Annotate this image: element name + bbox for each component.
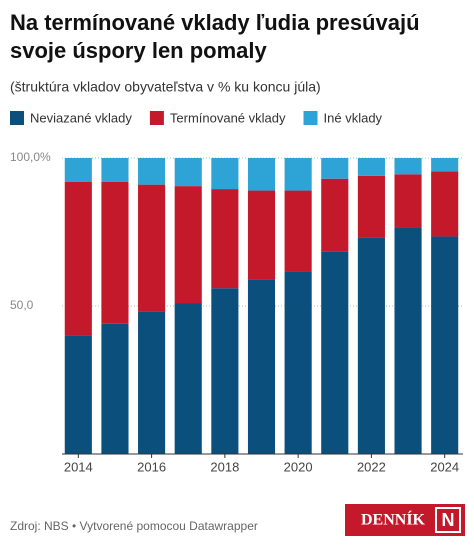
- bar-segment: [284, 190, 312, 272]
- bar-segment: [174, 186, 202, 304]
- y-tick-label: 50,0: [10, 298, 34, 312]
- chart-subtitle: (štruktúra vkladov obyvateľstva v % ku k…: [10, 79, 321, 95]
- x-tick-label: 2024: [430, 459, 459, 474]
- chart-title: Na termínované vklady ľudia presúvajú: [10, 10, 420, 35]
- bar-segment: [138, 158, 166, 185]
- bar-segment: [64, 181, 92, 336]
- legend-label: Neviazané vklady: [30, 110, 132, 125]
- bar-segment: [431, 171, 459, 237]
- bar-segment: [174, 303, 202, 454]
- bar-segment: [247, 279, 276, 454]
- bar-segment: [64, 335, 92, 454]
- bar-segment: [138, 311, 166, 454]
- x-tick-label: 2022: [357, 459, 386, 474]
- x-tick-label: 2018: [210, 459, 239, 474]
- logo-icon: [435, 507, 461, 533]
- bar-segment: [64, 158, 92, 182]
- bar-segment: [394, 158, 422, 175]
- bar-segment: [211, 158, 239, 190]
- bar-segment: [284, 158, 312, 191]
- bar-segment: [321, 251, 349, 454]
- bar-segment: [138, 184, 166, 312]
- bar-segment: [211, 288, 239, 454]
- bar-segment: [321, 178, 349, 252]
- legend-label: Iné vklady: [324, 110, 383, 125]
- y-tick-label: 100,0%: [10, 150, 51, 164]
- bar-segment: [174, 158, 202, 187]
- legend-swatch: [303, 111, 318, 125]
- bar-segment: [101, 181, 129, 324]
- logo-icon-text: N: [442, 510, 455, 530]
- bar-segment: [431, 158, 459, 172]
- legend-swatch: [10, 111, 24, 125]
- x-tick-label: 2016: [137, 459, 166, 474]
- chart-title: svoje úspory len pomaly: [10, 38, 268, 63]
- bar-segment: [101, 323, 129, 454]
- bar-segment: [211, 189, 239, 289]
- legend-label: Termínované vklady: [170, 110, 286, 125]
- bar-segment: [357, 237, 385, 454]
- bar-segment: [321, 158, 349, 179]
- bar-segment: [394, 174, 422, 228]
- logo-text: DENNÍK: [361, 510, 426, 529]
- bar-segment: [101, 158, 129, 182]
- bar-segment: [247, 190, 276, 280]
- bar-segment: [357, 175, 385, 238]
- source: Zdroj: NBS • Vytvorené pomocou Datawrapp…: [10, 519, 258, 533]
- bar-segment: [431, 236, 459, 454]
- bar-segment: [394, 227, 422, 454]
- logo-box: [345, 504, 465, 536]
- bar-segment: [357, 158, 385, 176]
- legend-swatch: [149, 111, 164, 125]
- x-tick-label: 2014: [64, 459, 93, 474]
- bar-segment: [284, 271, 312, 454]
- x-tick-label: 2020: [284, 459, 313, 474]
- bar-segment: [247, 158, 276, 191]
